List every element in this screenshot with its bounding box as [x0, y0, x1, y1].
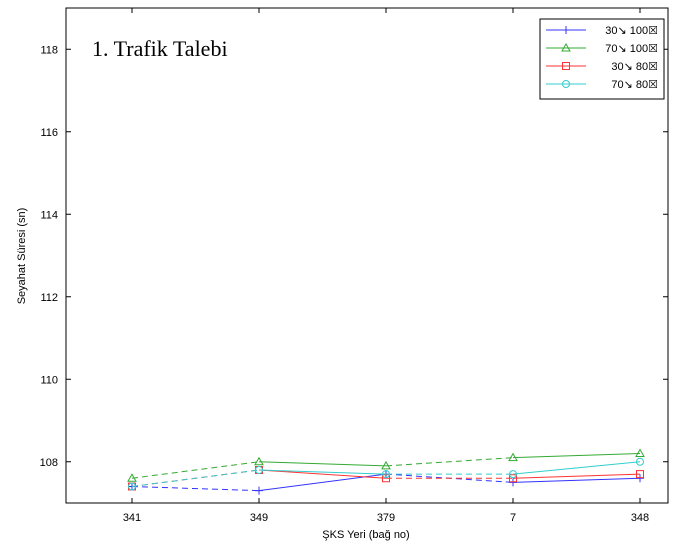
series-segment: [131, 469, 260, 487]
data-point: [509, 474, 517, 483]
legend-marker: [562, 26, 570, 34]
data-point: [636, 457, 644, 466]
x-tick-label: 379: [377, 512, 395, 524]
legend-entry: 70↘ 100☒: [605, 43, 658, 55]
series-2: [127, 448, 645, 482]
data-point: [255, 486, 263, 495]
series-segment: [512, 477, 641, 483]
legend-entry: 30↘ 80☒: [611, 61, 658, 73]
x-tick-label: 348: [631, 512, 649, 524]
series-segment: [512, 461, 641, 475]
series-segment: [385, 457, 514, 467]
legend-marker: [561, 42, 571, 52]
series-layer: [127, 448, 645, 495]
legend-entry: 30↘ 100☒: [605, 25, 658, 37]
data-point: [382, 470, 390, 479]
series-segment: [512, 453, 641, 459]
y-axis-ticks: 108 110 112 114 116 118: [40, 44, 668, 469]
series-segment: [258, 461, 387, 467]
data-point: [382, 474, 390, 483]
series-4: [128, 457, 644, 491]
y-tick-label: 114: [40, 209, 58, 221]
legend-marker: [562, 80, 570, 88]
y-tick-label: 116: [40, 127, 58, 139]
series-segment: [131, 461, 260, 479]
data-point: [636, 474, 644, 483]
x-tick-label: 7: [510, 512, 516, 524]
legend-entry: 70↘ 80☒: [611, 79, 658, 91]
series-segment: [258, 469, 387, 479]
data-point: [254, 456, 264, 466]
legend: 30↘ 100☒ 70↘ 100☒ 30↘ 80☒ 70↘ 80☒: [539, 18, 665, 100]
x-axis-ticks: 341 349 379 7 348: [123, 8, 649, 524]
data-point: [636, 470, 644, 479]
chart-annotation: 1. Trafik Talebi: [92, 36, 228, 61]
y-tick-label: 112: [40, 292, 58, 304]
x-tick-label: 341: [123, 512, 141, 524]
legend-marker: [562, 62, 570, 70]
x-tick-label: 349: [250, 512, 268, 524]
data-point: [127, 473, 137, 482]
legend-box: [539, 18, 665, 100]
data-point: [255, 466, 263, 474]
data-point: [508, 452, 518, 462]
series-segment: [258, 469, 387, 475]
series-segment: [512, 473, 641, 479]
data-point: [635, 448, 645, 457]
y-tick-label: 110: [40, 374, 58, 386]
data-point: [509, 470, 517, 479]
data-point: [509, 478, 517, 487]
y-tick-label: 118: [40, 44, 58, 56]
y-tick-label: 108: [40, 457, 58, 469]
data-point: [381, 460, 391, 470]
series-segment: [131, 486, 260, 492]
data-point: [128, 482, 136, 491]
y-axis-label: Seyahat Süresi (sn): [16, 208, 28, 305]
x-axis-label: ŞKS Yeri (bağ no): [322, 529, 409, 541]
